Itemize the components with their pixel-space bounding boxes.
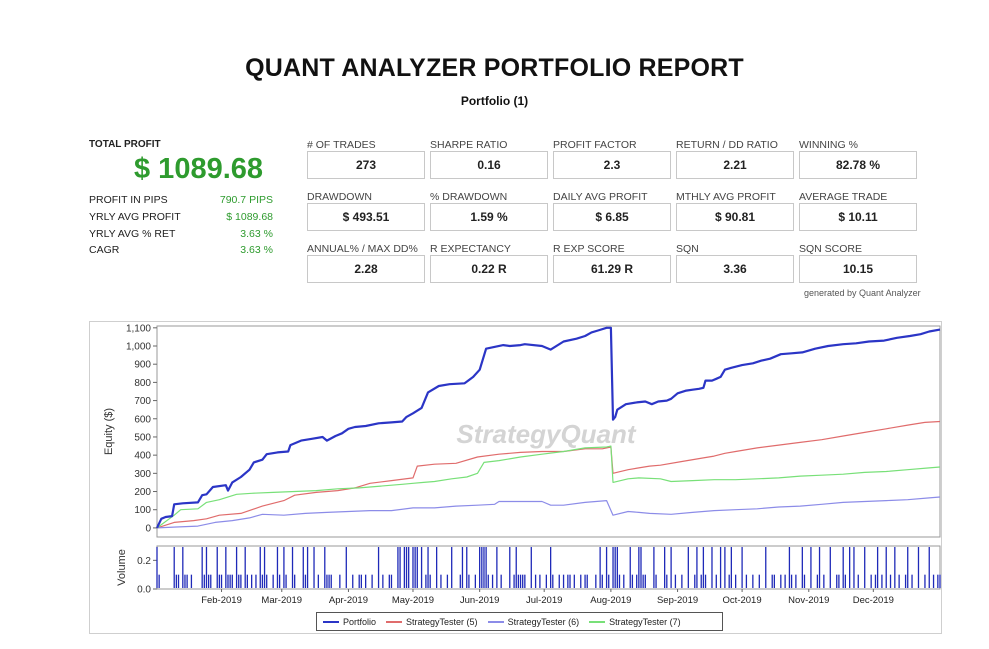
x-tick-label: Nov-2019 xyxy=(788,595,829,606)
metric-label: % DRAWDOWN xyxy=(430,191,508,203)
metric-value: 0.22 R xyxy=(430,255,548,283)
metric-label: ANNUAL% / MAX DD% xyxy=(307,243,418,255)
metric-label: MTHLY AVG PROFIT xyxy=(676,191,776,203)
x-tick-label: Apr-2019 xyxy=(329,595,368,606)
metric-label: SQN xyxy=(676,243,699,255)
volume-area xyxy=(156,545,941,590)
watermark: StrategyQuant xyxy=(456,419,636,449)
legend-label: StrategyTester (7) xyxy=(609,616,681,627)
y-tick-label: 300 xyxy=(134,469,151,480)
summary-row-value: 3.63 % xyxy=(240,244,273,256)
legend-item: StrategyTester (7) xyxy=(589,617,681,627)
y-axis-label: Equity ($) xyxy=(103,408,115,455)
legend-item: Portfolio xyxy=(323,617,376,627)
y-tick-label: 700 xyxy=(134,396,151,407)
x-tick-label: Mar-2019 xyxy=(261,595,302,606)
metric-value: 3.36 xyxy=(676,255,794,283)
summary-row: YRLY AVG % RET 3.63 % xyxy=(89,228,273,240)
summary-row-label: CAGR xyxy=(89,244,120,256)
metric-value: 2.3 xyxy=(553,151,671,179)
legend-swatch xyxy=(323,620,339,623)
summary-row-value: 790.7 PIPS xyxy=(219,194,273,206)
metric-value: 1.59 % xyxy=(430,203,548,231)
metric-value: $ 493.51 xyxy=(307,203,425,231)
metric-label: WINNING % xyxy=(799,139,858,151)
metric-label: SQN SCORE xyxy=(799,243,863,255)
y-tick-label: 800 xyxy=(134,378,151,389)
x-tick-label: Feb-2019 xyxy=(201,595,242,606)
y-tick-label: 200 xyxy=(134,487,151,498)
y-tick-label: 600 xyxy=(134,414,151,425)
summary-row-label: YRLY AVG % RET xyxy=(89,228,176,240)
volume-y-tick-label: 0.0 xyxy=(137,585,151,596)
series-line-strategytester-6 xyxy=(156,496,941,529)
summary-row-label: YRLY AVG PROFIT xyxy=(89,211,181,223)
legend-label: Portfolio xyxy=(343,616,377,627)
x-tick-label: May-2019 xyxy=(392,595,434,606)
metric-value: 10.15 xyxy=(799,255,917,283)
volume-axis-label: Volume xyxy=(116,549,128,586)
metric-value: 273 xyxy=(307,151,425,179)
x-tick-label: Jun-2019 xyxy=(460,595,500,606)
legend-swatch xyxy=(487,620,504,623)
summary-row: CAGR 3.63 % xyxy=(89,244,273,256)
metric-label: R EXP SCORE xyxy=(553,243,625,255)
legend-label: StrategyTester (6) xyxy=(507,616,580,627)
metric-label: PROFIT FACTOR xyxy=(553,139,637,151)
metric-value: $ 10.11 xyxy=(799,203,917,231)
metric-value: 2.21 xyxy=(676,151,794,179)
metric-label: # OF TRADES xyxy=(307,139,376,151)
summary-row-label: PROFIT IN PIPS xyxy=(89,194,168,206)
metric-label: AVERAGE TRADE xyxy=(799,191,888,203)
summary-row-value: $ 1089.68 xyxy=(226,211,273,223)
x-tick-label: Dec-2019 xyxy=(853,595,894,606)
total-profit-value: $ 1089.68 xyxy=(134,153,264,185)
metric-value: $ 6.85 xyxy=(553,203,671,231)
series-line-portfolio xyxy=(156,326,941,529)
legend-label: StrategyTester (5) xyxy=(406,616,478,627)
report-subtitle: Portfolio (1) xyxy=(460,94,529,108)
y-tick-label: 1,100 xyxy=(126,323,151,334)
y-tick-label: 0 xyxy=(145,523,151,534)
generated-by-note: generated by Quant Analyzer xyxy=(804,288,921,298)
legend-item: StrategyTester (5) xyxy=(386,617,478,627)
metric-value: 0.16 xyxy=(430,151,548,179)
metric-label: DAILY AVG PROFIT xyxy=(553,191,648,203)
total-profit-label: TOTAL PROFIT xyxy=(89,139,161,150)
metric-label: SHARPE RATIO xyxy=(430,139,508,151)
summary-row: YRLY AVG PROFIT $ 1089.68 xyxy=(89,211,273,223)
series-line-strategytester-7 xyxy=(156,445,941,529)
metric-value: 61.29 R xyxy=(553,255,671,283)
metric-label: R EXPECTANCY xyxy=(430,243,511,255)
legend-swatch xyxy=(589,620,606,623)
plot-area xyxy=(156,325,941,538)
volume-y-tick-label: 0.2 xyxy=(137,556,151,567)
summary-row-value: 3.63 % xyxy=(240,228,273,240)
summary-row: PROFIT IN PIPS 790.7 PIPS xyxy=(89,194,273,206)
y-tick-label: 500 xyxy=(134,432,151,443)
x-tick-label: Jul-2019 xyxy=(526,595,562,606)
metric-label: RETURN / DD RATIO xyxy=(676,139,778,151)
metric-value: 2.28 xyxy=(307,255,425,283)
metric-value: $ 90.81 xyxy=(676,203,794,231)
chart-legend: Portfolio StrategyTester (5) StrategyTes… xyxy=(316,612,723,631)
legend-swatch xyxy=(386,620,403,623)
y-tick-label: 400 xyxy=(134,451,151,462)
y-tick-label: 900 xyxy=(134,360,151,371)
x-tick-label: Sep-2019 xyxy=(657,595,698,606)
metric-label: DRAWDOWN xyxy=(307,191,372,203)
report-title: QUANT ANALYZER PORTFOLIO REPORT xyxy=(245,54,744,82)
x-tick-label: Oct-2019 xyxy=(723,595,762,606)
legend-item: StrategyTester (6) xyxy=(487,616,580,627)
y-tick-label: 100 xyxy=(134,505,151,516)
metric-value: 82.78 % xyxy=(799,151,917,179)
x-tick-label: Aug-2019 xyxy=(590,595,631,606)
y-tick-label: 1,000 xyxy=(126,342,151,353)
